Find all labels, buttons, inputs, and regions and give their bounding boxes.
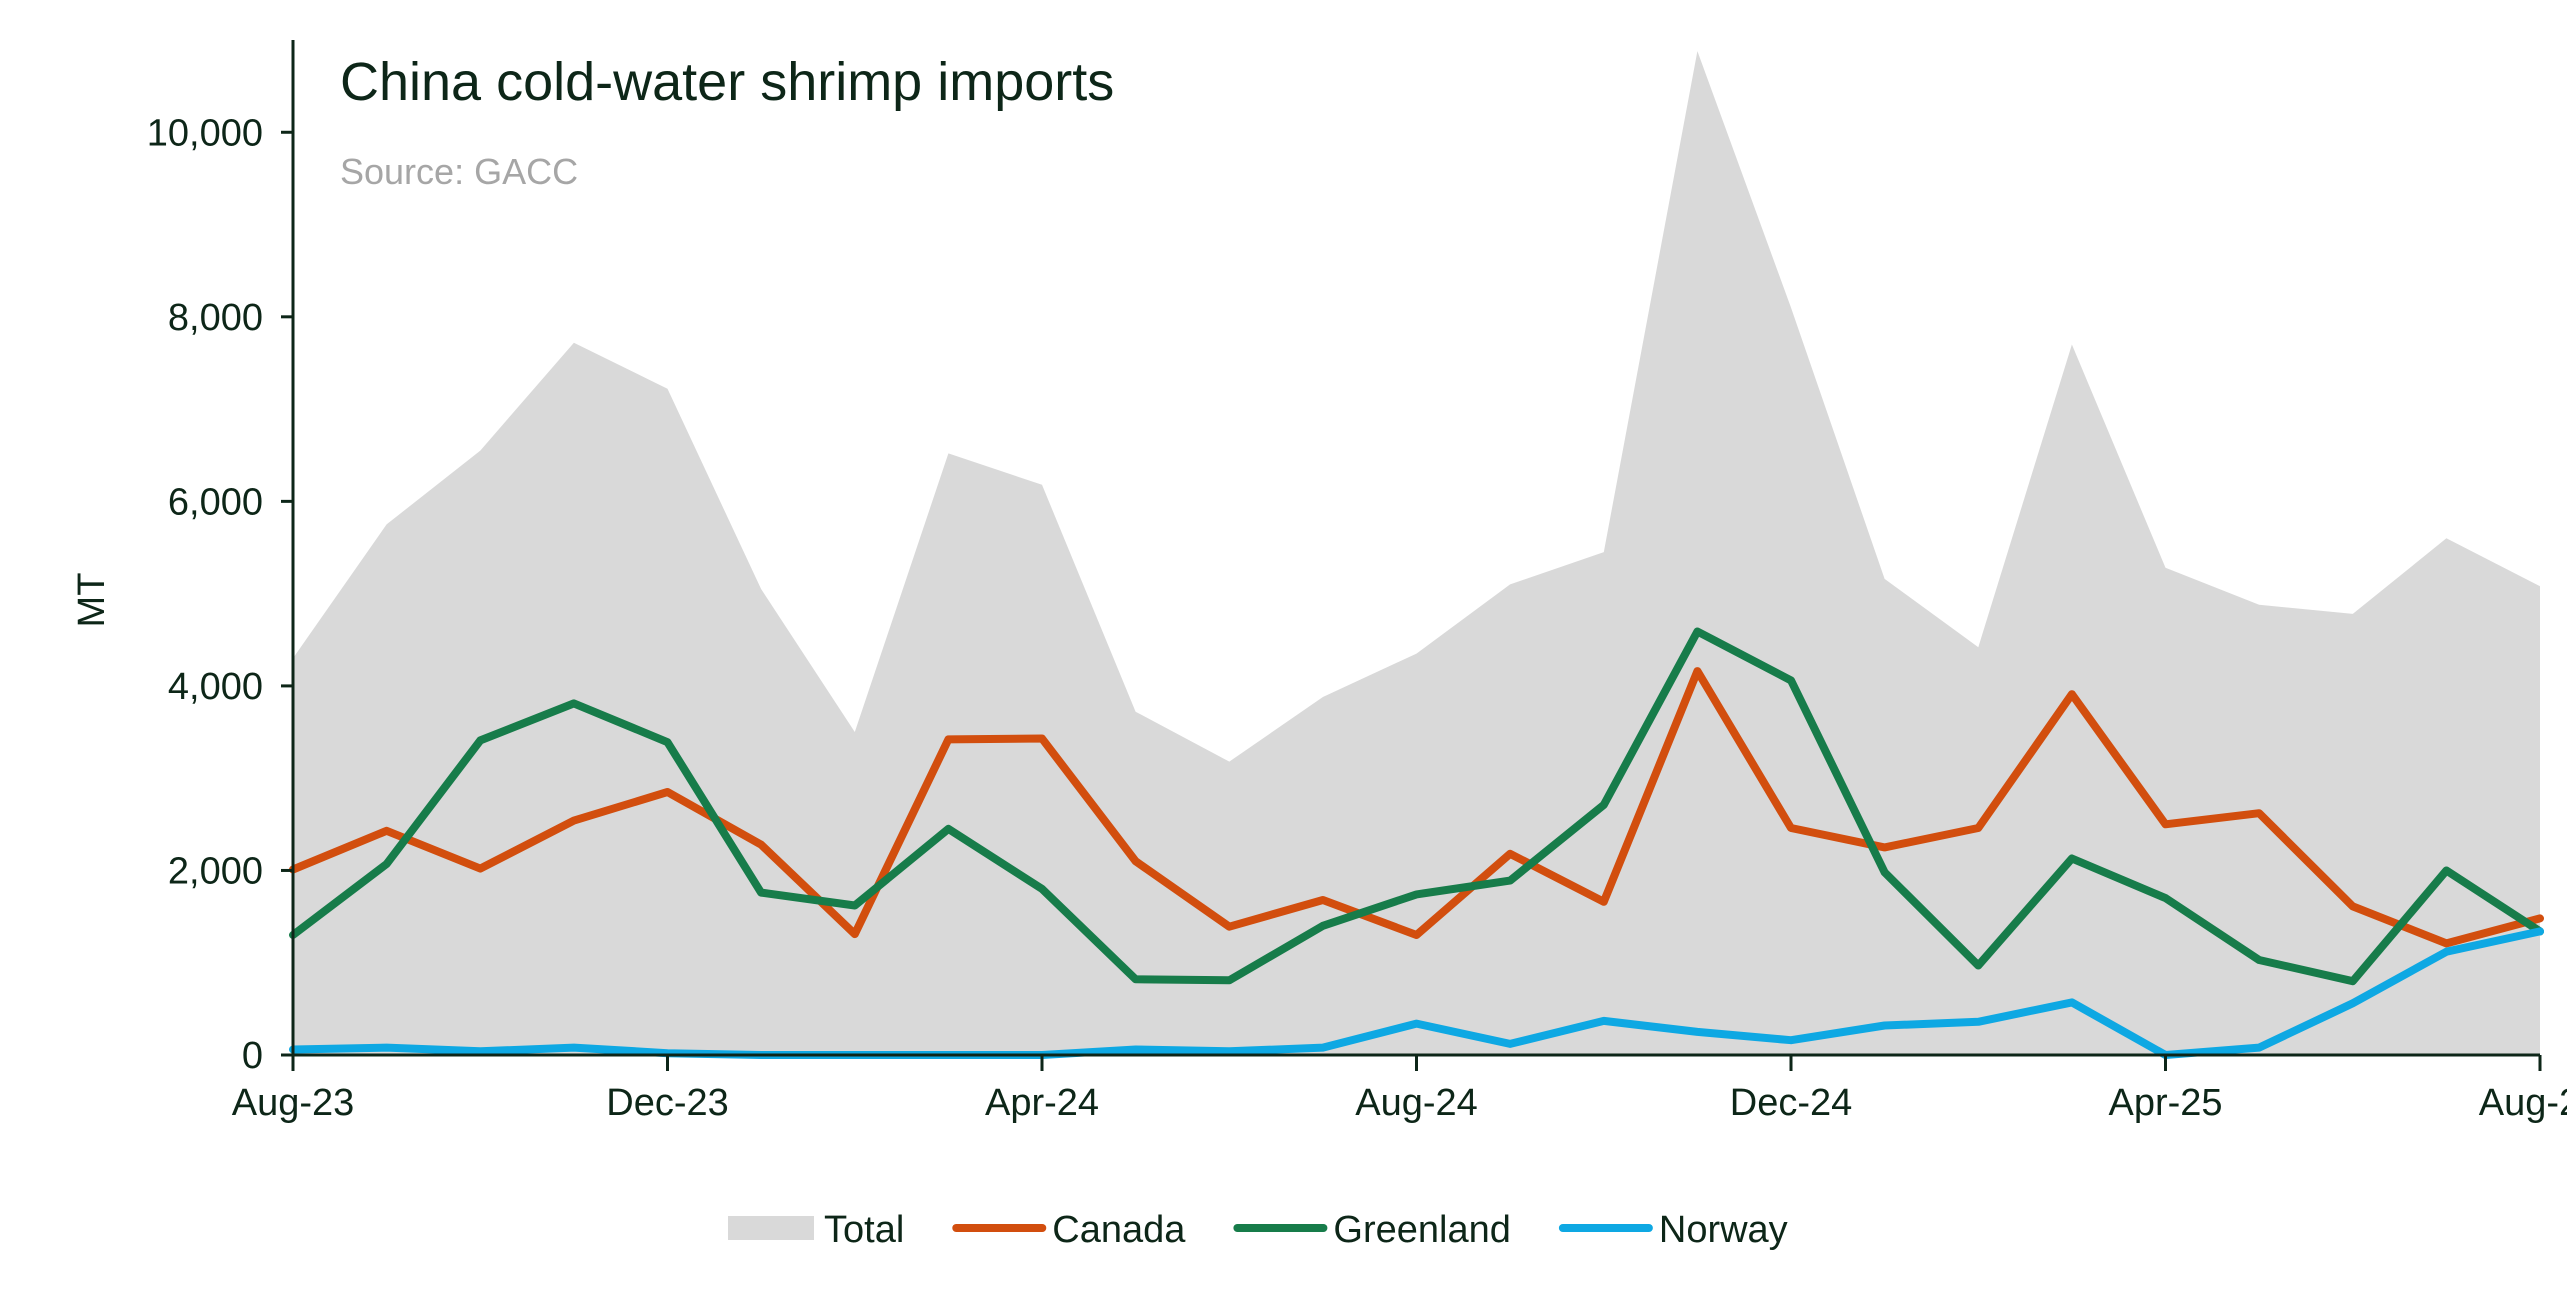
series-line-greenland xyxy=(289,627,2544,986)
legend-item-norway: Norway xyxy=(1558,1209,1788,1251)
legend-label-norway: Norway xyxy=(1659,1209,1788,1251)
x-tick-label: Dec-23 xyxy=(606,1082,729,1124)
legend-item-canada: Canada xyxy=(952,1209,1186,1251)
legend: Total Canada Greenland Norway xyxy=(728,1209,1788,1251)
y-tick-label: 0 xyxy=(242,1035,263,1077)
x-tick-label: Aug-25 xyxy=(2479,1082,2567,1124)
y-axis-label: MT xyxy=(71,573,113,628)
x-tick-label: Dec-24 xyxy=(1730,1082,1853,1124)
area-layer xyxy=(293,51,2540,1056)
y-tick-label: 2,000 xyxy=(168,850,263,892)
x-tick-label: Aug-24 xyxy=(1355,1082,1478,1124)
chart-subtitle: Source: GACC xyxy=(340,151,578,192)
legend-label-greenland: Greenland xyxy=(1333,1209,1510,1251)
chart-title: China cold-water shrimp imports xyxy=(340,52,1114,112)
y-tick-label: 8,000 xyxy=(168,297,263,339)
legend-item-greenland: Greenland xyxy=(1233,1209,1511,1251)
legend-item-total: Total xyxy=(728,1209,904,1251)
legend-swatch-total xyxy=(728,1216,814,1240)
legend-label-canada: Canada xyxy=(1052,1209,1186,1251)
axis-layer: 0 2,000 4,000 6,000 8,000 10,000 Aug-23 Dec-23 A… xyxy=(147,40,2567,1124)
x-tick-label: Apr-25 xyxy=(2108,1082,2222,1124)
y-tick-label: 10,000 xyxy=(147,112,263,154)
x-tick-label: Apr-24 xyxy=(985,1082,1099,1124)
series-line-canada xyxy=(289,667,2544,948)
y-tick-label: 6,000 xyxy=(168,481,263,523)
legend-label-total: Total xyxy=(824,1209,904,1251)
y-tick-label: 4,000 xyxy=(168,666,263,708)
series-area-total xyxy=(293,51,2540,1056)
x-tick-label: Aug-23 xyxy=(232,1082,355,1124)
